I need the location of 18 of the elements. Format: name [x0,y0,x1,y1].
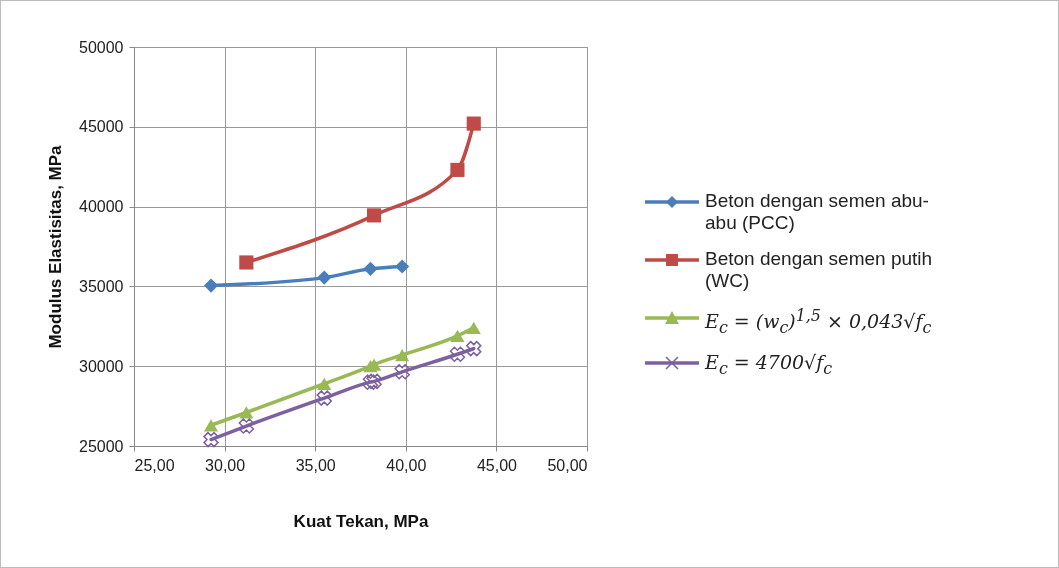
y-tick-label: 40000 [79,198,124,216]
x-tick-label: 25,00 [134,456,175,474]
y-tick-label: 45000 [79,118,124,136]
x-axis-title: Kuat Tekan, MPa [293,511,429,531]
legend-label: E$_{c}$ = (w$_{c}$)$^{1,5}$ × 0,043√f$_{c}$ [705,306,932,338]
x-tick-label: 45,00 [476,456,518,474]
x-tick-label: 50,00 [547,456,588,474]
x-tick-label: 30,00 [205,456,246,474]
x-tick-label: 35,00 [295,456,336,474]
y-axis-title: Modulus Elastisitas, MPa [46,144,66,349]
y-tick-label: 30000 [79,357,124,375]
x-tick-label: 40,00 [386,456,427,474]
legend-label: Beton dengan semen abu-abu (PCC) [705,190,930,235]
y-tick-label: 25000 [79,437,124,455]
y-tick-label: 35000 [79,277,124,295]
legend-label: Beton dengan semen putih (WC) [705,248,934,293]
legend-label: E$_{c}$ = 4700√f$_{c}$ [705,351,833,378]
y-tick-label: 50000 [79,38,124,56]
